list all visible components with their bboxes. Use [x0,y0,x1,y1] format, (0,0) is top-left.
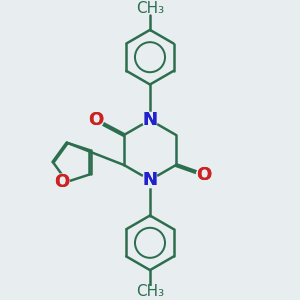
Circle shape [88,112,103,128]
Text: N: N [142,171,158,189]
Text: O: O [88,111,103,129]
Text: O: O [88,111,103,129]
Text: O: O [196,166,212,184]
Text: N: N [142,111,158,129]
Text: O: O [54,173,69,191]
Text: O: O [196,166,212,184]
Text: O: O [54,173,69,191]
Circle shape [142,112,158,128]
Text: N: N [142,171,158,189]
Text: CH₃: CH₃ [136,1,164,16]
Circle shape [54,174,69,189]
Circle shape [196,167,212,182]
Circle shape [142,172,158,188]
Text: CH₃: CH₃ [136,284,164,299]
Text: N: N [142,111,158,129]
